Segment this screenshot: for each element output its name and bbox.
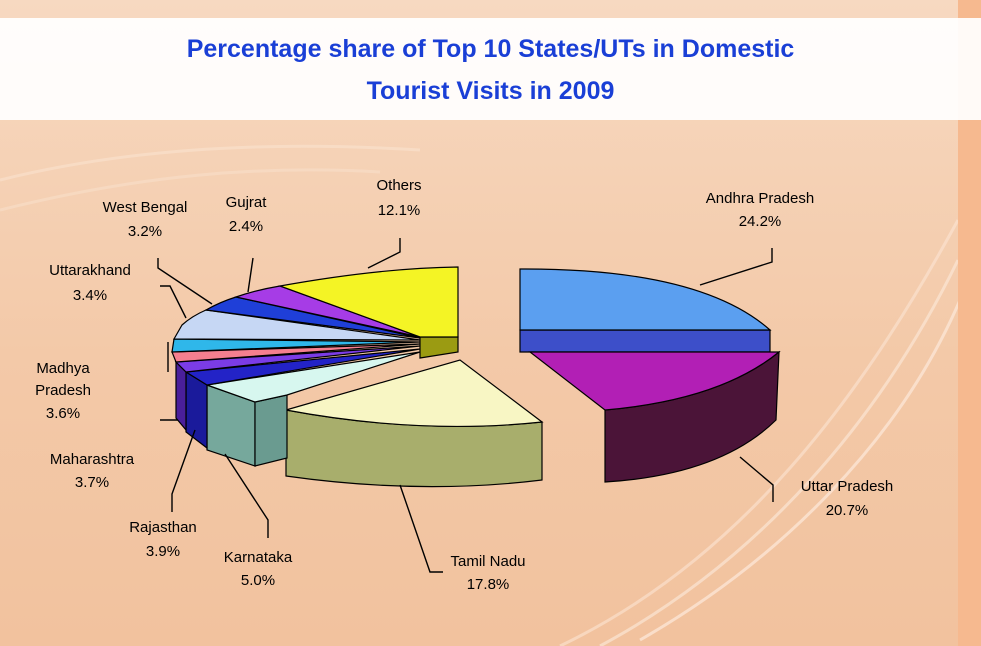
label-uttar-pradesh-value: 20.7% [826, 502, 869, 519]
slice-labels: Andhra Pradesh 24.2% Uttar Pradesh 20.7%… [35, 177, 893, 593]
label-uttarakhand-name: Uttarakhand [49, 262, 131, 279]
label-maharashtra-value: 3.7% [75, 474, 109, 491]
leader-lines [157, 238, 774, 573]
label-west-bengal-name: West Bengal [103, 199, 188, 216]
slice-madhya-pradesh-top [171, 343, 421, 363]
label-andhra-pradesh-value: 24.2% [739, 213, 782, 230]
label-andhra-pradesh-name: Andhra Pradesh [706, 190, 814, 207]
leader-andhra-pradesh [699, 248, 773, 286]
label-tamil-nadu-name: Tamil Nadu [450, 553, 525, 570]
label-others-name: Others [376, 177, 421, 194]
label-gujrat-name: Gujrat [226, 194, 268, 211]
slice-karnataka-top [206, 351, 421, 403]
title-band [0, 18, 981, 120]
slice-gujrat [204, 285, 421, 339]
leader-others [367, 238, 401, 269]
slice-west-bengal [172, 309, 421, 341]
slice-madhya-pradesh [171, 343, 421, 363]
leader-rajasthan [171, 429, 196, 512]
leader-gujrat [247, 257, 254, 293]
label-tamil-nadu-value: 17.8% [467, 576, 510, 593]
label-madhya-pradesh-name-2: Pradesh [35, 382, 91, 399]
leader-west-bengal [157, 258, 213, 305]
slice-uttarakhand-top [171, 338, 421, 353]
label-karnataka-name: Karnataka [224, 549, 293, 566]
slice-karnataka [206, 351, 421, 467]
label-rajasthan-value: 3.9% [146, 543, 180, 560]
slice-others [277, 266, 459, 359]
leader-uttarakhand [160, 285, 187, 319]
label-uttar-pradesh-name: Uttar Pradesh [801, 478, 894, 495]
right-edge-strip [958, 0, 981, 646]
chart-title-line-1: Percentage share of Top 10 States/UTs in… [186, 35, 795, 63]
chart-title: Percentage share of Top 10 States/UTs in… [0, 28, 981, 112]
slice-andhra-pradesh-side [519, 329, 771, 353]
pie-slices [171, 266, 781, 488]
leader-uttar-pradesh [739, 456, 774, 502]
slice-uttar-pradesh [528, 350, 781, 483]
label-uttarakhand-value: 3.4% [73, 287, 107, 304]
slice-tamil-nadu [285, 359, 544, 488]
chart-title-line-2: Tourist Visits in 2009 [366, 77, 615, 105]
slice-others-top [277, 266, 459, 338]
label-karnataka-value: 5.0% [241, 572, 275, 589]
label-rajasthan-name: Rajasthan [129, 519, 197, 536]
slice-rajasthan [184, 348, 421, 450]
slice-uttar-pradesh-top [528, 351, 781, 411]
slice-rajasthan-top [184, 348, 421, 386]
label-maharashtra-name: Maharashtra [50, 451, 135, 468]
leader-tamil-nadu [399, 484, 443, 573]
slice-karnataka-side-2 [254, 394, 288, 467]
slice-tamil-nadu-top [285, 359, 544, 428]
leader-karnataka [224, 453, 269, 538]
label-madhya-pradesh-name-1: Madhya [36, 360, 90, 377]
label-gujrat-value: 2.4% [229, 218, 263, 235]
slice-maharashtra-top [174, 345, 421, 373]
label-madhya-pradesh-value: 3.6% [46, 405, 80, 422]
slice-andhra-pradesh [519, 268, 772, 353]
slice-andhra-pradesh-top [519, 268, 772, 331]
label-others-value: 12.1% [378, 202, 421, 219]
label-west-bengal-value: 3.2% [128, 223, 162, 240]
slice-west-bengal-top [172, 309, 421, 341]
slice-others-side [419, 336, 459, 359]
slice-maharashtra [174, 345, 421, 432]
slice-uttarakhand [171, 338, 421, 353]
